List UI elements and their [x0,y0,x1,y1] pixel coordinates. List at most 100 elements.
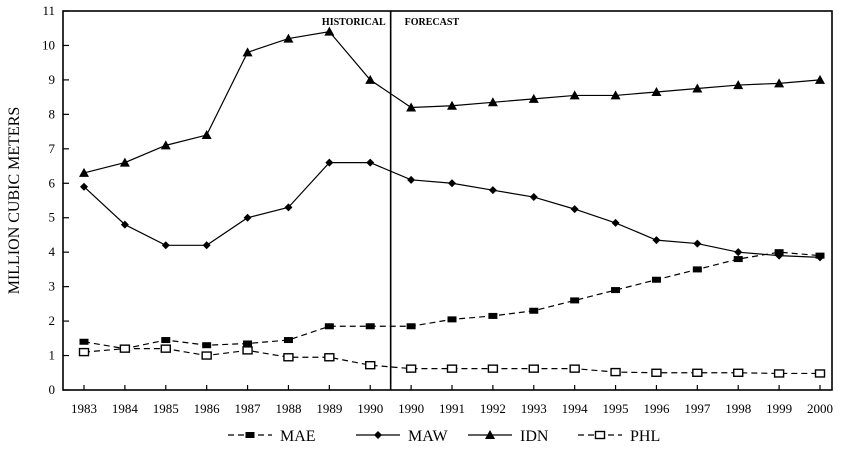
y-tick-label: 6 [49,175,56,190]
x-tick-label: 1999 [766,401,792,416]
y-tick-label: 4 [49,244,56,259]
data-point-idn [79,167,89,177]
data-point-idn [610,90,621,100]
y-tick-label: 0 [49,382,56,397]
series-idn [79,26,825,177]
data-point-mae [733,256,743,263]
data-point-phl [487,364,499,373]
legend-label-maw: MAW [408,428,449,445]
data-point-maw [243,213,252,222]
data-point-idn [774,78,785,88]
x-tick-label: 1994 [562,401,589,416]
data-point-idn [651,86,662,96]
axes [62,10,833,391]
x-tick-label: 1993 [521,401,547,416]
y-tick-label: 10 [42,37,55,52]
legend-marker-mae [245,432,255,438]
data-point-mae [79,338,89,345]
data-point-idn [447,100,457,110]
legend-label-phl: PHL [630,428,660,445]
data-point-maw [161,241,170,250]
x-tick-label: 1990 [398,401,424,416]
forecast-label: FORECAST [405,17,460,28]
x-tick-label: 1991 [439,401,465,416]
data-point-mae [406,323,416,330]
y-tick-label: 2 [49,313,56,328]
data-point-idn [406,102,417,112]
x-tick-label: 1984 [112,401,139,416]
x-tick-label: 1983 [71,401,97,416]
data-point-phl [324,353,335,362]
data-point-maw [734,248,743,257]
legend-item-mae: MAE [228,428,316,445]
x-tick-label: 1997 [684,401,711,416]
data-point-mae [161,337,171,344]
data-point-maw [652,236,661,245]
series-layer [78,26,826,378]
data-point-mae [283,337,293,344]
data-point-maw [570,205,579,214]
y-tick-label: 3 [49,279,56,294]
y-tick-label: 7 [49,141,56,156]
data-point-phl [610,367,621,377]
data-point-mae [692,266,702,273]
data-point-phl [733,368,744,377]
x-tick-label: 1987 [235,401,262,416]
data-point-idn [119,157,130,167]
x-tick-label: 1986 [194,401,221,416]
data-point-phl [365,360,376,370]
legend-marker-phl [594,430,606,440]
series-mae [79,249,825,352]
data-point-phl [814,369,826,378]
data-point-phl [692,368,703,377]
data-point-mae [365,323,375,330]
historical-label: HISTORICAL [322,17,386,28]
data-point-idn [160,140,171,150]
x-tick-label: 1995 [603,401,629,416]
data-point-phl [78,347,90,357]
data-point-idn [283,33,294,43]
y-axis-ticks: 0 1 2 3 4 5 6 7 8 9 10 11 [42,3,69,397]
data-point-mae [651,276,661,283]
x-tick-label: 1992 [480,401,506,416]
data-point-phl [283,353,294,362]
data-point-idn [487,97,498,107]
data-point-maw [202,241,211,250]
series-phl [78,344,826,378]
x-tick-label: 2000 [807,401,833,416]
data-point-phl [405,364,417,373]
x-tick-label: 1996 [643,401,670,416]
data-point-mae [243,340,253,347]
data-point-maw [693,239,702,248]
x-tick-label: 1990 [357,401,383,416]
data-point-maw [325,158,334,167]
data-point-idn [733,80,744,90]
data-point-maw [120,220,129,229]
y-tick-label: 9 [49,72,56,87]
legend-label-mae: MAE [280,428,316,445]
legend-label-idn: IDN [520,428,549,445]
legend-item-phl: PHL [578,428,660,445]
data-point-maw [284,203,293,212]
data-point-idn [242,47,253,57]
plot-frame [62,10,833,391]
data-point-maw [366,158,375,167]
data-point-idn [569,90,580,100]
data-point-maw [80,182,88,191]
legend-marker-idn [485,430,495,439]
y-axis-title: MILLION CUBIC METERS [6,107,23,295]
data-point-maw [407,175,416,184]
legend: MAE MAW IDN PHL [228,428,660,445]
series-maw [80,158,824,262]
series-line-mae [83,251,821,350]
data-point-mae [202,342,212,349]
legend-marker-maw [374,431,382,439]
y-tick-label: 8 [49,106,56,121]
y-tick-label: 11 [42,3,55,18]
legend-item-idn: IDN [468,428,549,445]
data-point-mae [324,323,334,330]
data-point-phl [160,344,171,353]
data-point-maw [816,253,824,262]
data-point-maw [529,193,538,202]
